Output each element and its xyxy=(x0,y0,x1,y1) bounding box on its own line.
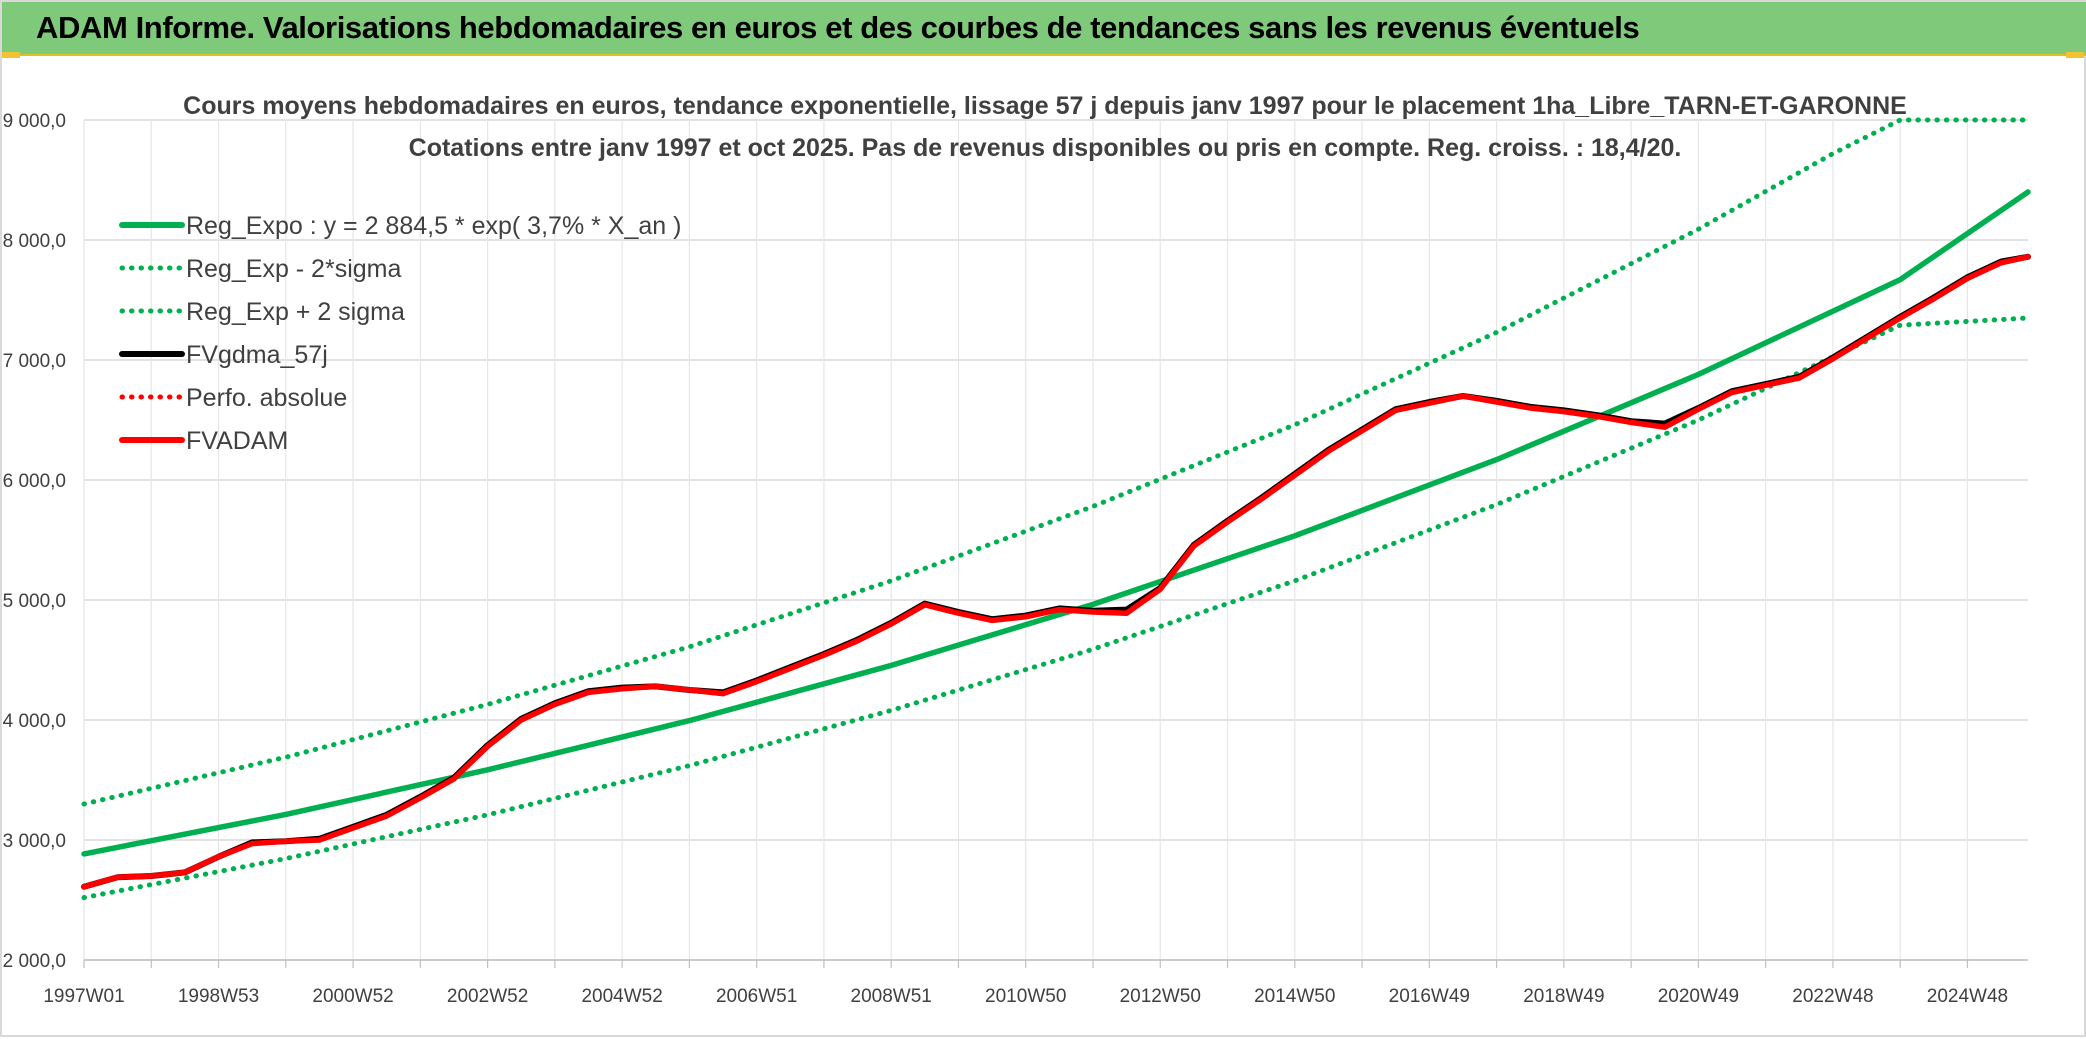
x-tick-label: 2000W52 xyxy=(312,986,393,1007)
x-tick-label: 2020W49 xyxy=(1658,986,1739,1007)
x-tick-label: 2018W49 xyxy=(1523,986,1604,1007)
x-tick-label: 1997W01 xyxy=(43,986,124,1007)
chart-grid xyxy=(83,119,2028,961)
legend-label: FVADAM xyxy=(186,427,288,455)
y-tick-label: 9 000,0 xyxy=(3,111,66,132)
series-line-2 xyxy=(81,117,2031,807)
legend-label: Reg_Exp - 2*sigma xyxy=(186,255,401,283)
series-line-5 xyxy=(81,254,2031,890)
y-tick-label: 7 000,0 xyxy=(3,351,66,372)
x-tick-label: 2024W48 xyxy=(1927,986,2008,1007)
x-tick-label: 2004W52 xyxy=(581,986,662,1007)
chart-title: Cours moyens hebdomadaires en euros, ten… xyxy=(183,92,1907,120)
chart-subtitle: Cotations entre janv 1997 et oct 2025. P… xyxy=(409,134,1682,162)
legend-label: FVgdma_57j xyxy=(186,341,328,369)
series-line-1 xyxy=(81,315,2031,901)
x-tick-label: 2006W51 xyxy=(716,986,797,1007)
banner-corner-accent-right xyxy=(2066,52,2084,58)
series-line-0 xyxy=(81,189,2031,857)
y-tick-label: 8 000,0 xyxy=(3,231,66,252)
report-banner: ADAM Informe. Valorisations hebdomadaire… xyxy=(2,2,2086,56)
chart-series xyxy=(81,117,2031,901)
y-tick-label: 6 000,0 xyxy=(3,471,66,492)
y-tick-label: 5 000,0 xyxy=(3,591,66,612)
x-tick-label: 1998W53 xyxy=(178,986,259,1007)
y-tick-label: 3 000,0 xyxy=(3,831,66,852)
banner-corner-accent-left xyxy=(2,52,20,58)
x-tick-label: 2016W49 xyxy=(1389,986,1470,1007)
legend-label: Reg_Expo : y = 2 884,5 * exp( 3,7% * X_a… xyxy=(186,212,681,240)
y-tick-label: 4 000,0 xyxy=(3,711,66,732)
y-tick-label: 2 000,0 xyxy=(3,951,66,972)
chart-legend: Reg_Expo : y = 2 884,5 * exp( 3,7% * X_a… xyxy=(119,212,681,455)
y-axis: 2 000,0 3 000,0 4 000,0 5 000,0 6 000,0 7 000… xyxy=(3,111,66,972)
x-tick-label: 2022W48 xyxy=(1792,986,1873,1007)
x-tick-label: 2012W50 xyxy=(1120,986,1201,1007)
x-tick-label: 2010W50 xyxy=(985,986,1066,1007)
report-title: ADAM Informe. Valorisations hebdomadaire… xyxy=(36,10,1640,45)
x-tick-label: 2014W50 xyxy=(1254,986,1335,1007)
x-tick-label: 2002W52 xyxy=(447,986,528,1007)
legend-label: Reg_Exp + 2 sigma xyxy=(186,298,405,326)
x-axis: 1997W01 1998W53 2000W52 2002W52 2004W52 2006W… xyxy=(43,959,2028,1007)
legend-label: Perfo. absolue xyxy=(186,384,347,412)
x-tick-label: 2008W51 xyxy=(851,986,932,1007)
